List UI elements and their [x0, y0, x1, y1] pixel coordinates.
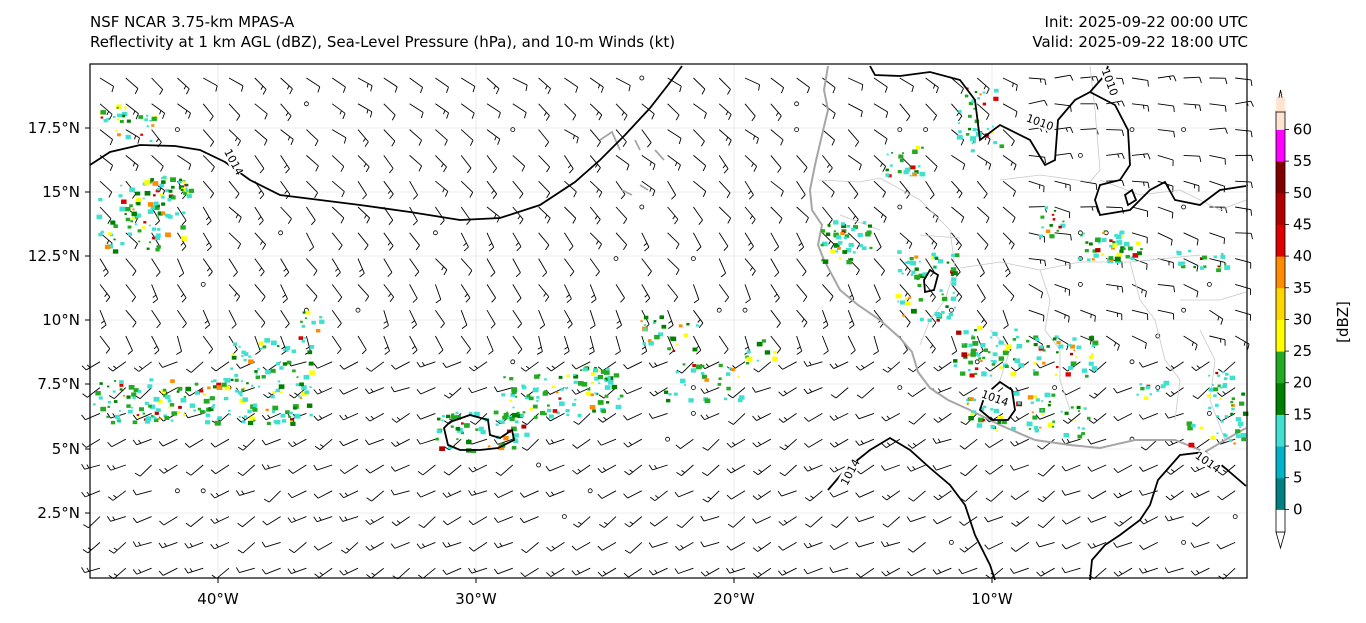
colorbar-tick-label: 15 [1293, 405, 1312, 423]
isobar-label: 1010 [1099, 67, 1121, 98]
colorbar-tick-label: 60 [1293, 120, 1312, 138]
title-block: NSF NCAR 3.75-km MPAS-A Reflectivity at … [90, 12, 675, 52]
colorbar-tick-label: 35 [1293, 279, 1312, 297]
colorbar-swatch [1276, 129, 1285, 162]
lat-tick-label: 5°N [52, 440, 80, 458]
colorbar-swatch [1276, 161, 1285, 194]
lat-tick-label: 12.5°N [28, 247, 80, 265]
colorbar-tick-label: 20 [1293, 374, 1312, 392]
colorbar-swatch [1276, 351, 1285, 384]
colorbar-swatch [1276, 477, 1285, 510]
colorbar-swatch [1276, 382, 1285, 415]
time-block: Init: 2025-09-22 00:00 UTC Valid: 2025-0… [1032, 12, 1248, 52]
colorbar-tick-label: 30 [1293, 310, 1312, 328]
valid-time: Valid: 2025-09-22 18:00 UTC [1032, 33, 1248, 51]
colorbar-tick-label: 55 [1293, 152, 1312, 170]
colorbar-tick-label: 50 [1293, 184, 1312, 202]
colorbar-tick-label: 10 [1293, 437, 1312, 455]
graticule [90, 64, 1247, 578]
colorbar-swatch [1276, 287, 1285, 320]
init-time: Init: 2025-09-22 00:00 UTC [1044, 13, 1248, 31]
lat-tick-label: 15°N [42, 183, 80, 201]
colorbar-label: [dBZ] [1334, 301, 1352, 343]
colorbar-tick-label: 40 [1293, 247, 1312, 265]
colorbar-tick-label: 5 [1293, 469, 1303, 487]
colorbar-swatch [1276, 446, 1285, 479]
lon-tick-label: 10°W [971, 590, 1013, 608]
model-title: NSF NCAR 3.75-km MPAS-A [90, 13, 295, 31]
lat-tick-label: 7.5°N [37, 375, 80, 393]
wind-barbs [81, 74, 1254, 580]
lat-tick-label: 2.5°N [37, 504, 80, 522]
reflectivity-field [92, 87, 1249, 454]
map-frame [89, 63, 1248, 579]
map-axes: 40°W 30°W 20°W 10°W 17.5°N 15°N 12.5°N 10°N 7.5°… [28, 119, 1013, 608]
colorbar-swatch [1276, 97, 1285, 130]
lat-tick-label: 10°N [42, 311, 80, 329]
colorbar-swatch [1276, 192, 1285, 225]
isobar-label: 1010 [1024, 112, 1055, 134]
colorbar-swatch [1276, 319, 1285, 352]
colorbar-tick-label: 0 [1293, 500, 1303, 518]
lat-tick-label: 17.5°N [28, 119, 80, 137]
dbz-colorbar: 0 5 10 15 20 25 30 35 40 45 50 55 60 [dBZ] [1275, 89, 1352, 550]
isobars-slp [89, 65, 1247, 581]
colorbar-tick-label: 25 [1293, 342, 1312, 360]
lon-tick-label: 40°W [197, 590, 239, 608]
colorbar-swatch [1276, 256, 1285, 289]
colorbar-tick-label: 45 [1293, 215, 1312, 233]
coastline [599, 65, 1247, 454]
lon-tick-label: 20°W [713, 590, 755, 608]
field-description: Reflectivity at 1 km AGL (dBZ), Sea-Leve… [90, 33, 676, 51]
colorbar-swatch [1276, 224, 1285, 257]
colorbar-swatch [1276, 414, 1285, 447]
lon-tick-label: 30°W [455, 590, 497, 608]
